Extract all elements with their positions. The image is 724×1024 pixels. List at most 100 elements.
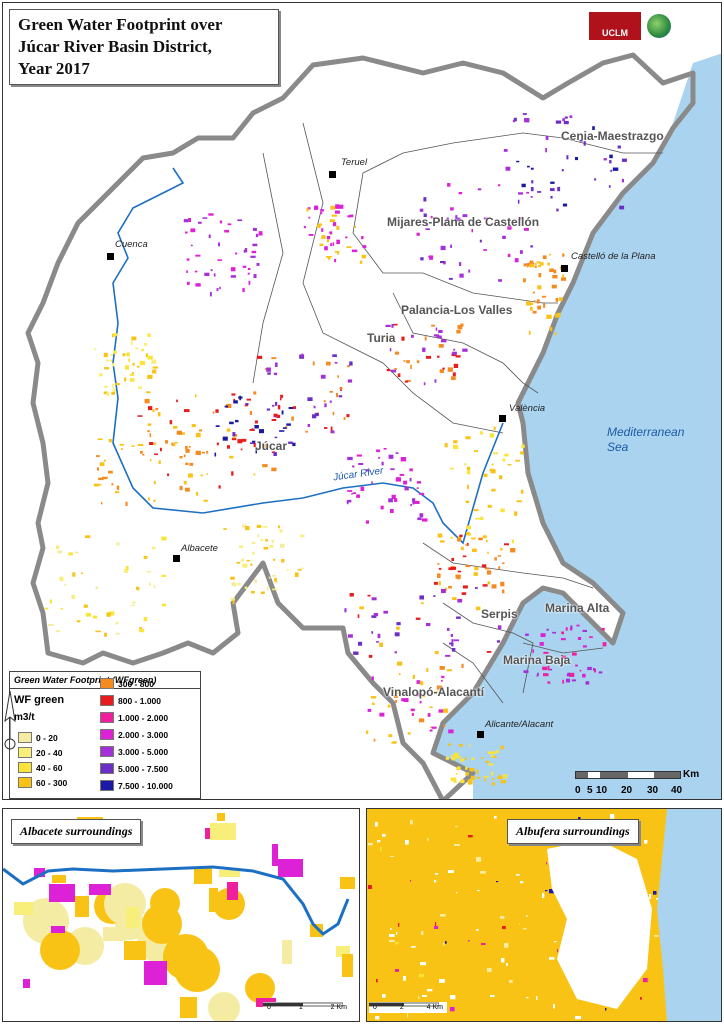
crop-patch [459,534,463,537]
crop-patch [430,215,433,219]
crop-patch [538,264,541,268]
field-parcel [411,946,416,948]
crop-patch [438,709,444,713]
logos: UCLM [589,11,711,41]
crop-patch [250,255,256,258]
crop-patch [439,666,445,670]
crop-patch [531,180,534,184]
inset-scale-label: 2 Km [330,1004,347,1011]
crop-patch [460,758,464,762]
field-parcel [427,838,429,841]
crop-patch [98,477,104,481]
crop-patch [465,565,471,568]
legend-swatch [18,732,32,743]
crop-patch [126,352,130,357]
crop-patch [418,718,425,723]
crop-patch [495,750,499,753]
crop-patch [416,232,420,236]
legend-item: 1.000 - 2.000 [100,712,168,723]
crop-patch [451,648,456,652]
crop-patch [330,430,335,434]
crop-patch [143,343,148,346]
crop-patch [371,676,374,681]
crop-patch [136,365,140,368]
field-parcel [477,890,480,892]
crop-patch [253,274,257,279]
crop-patch [167,473,170,477]
crop-patch [438,330,443,333]
inset-albufera[interactable]: Albufera surroundings 0 2 4 Km [366,808,722,1022]
crop-patch [592,126,595,130]
main-map[interactable]: Green Water Footprint over Júcar River B… [2,2,722,800]
crop-patch [338,395,343,398]
crop-patch [214,452,217,457]
crop-patch [44,607,49,610]
crop-patch [161,574,166,577]
crop-patch [419,208,424,212]
crop-patch [232,581,235,584]
crop-patch [301,567,304,570]
crop-patch [169,420,173,425]
crop-patch [453,444,459,450]
crop-patch [188,446,191,448]
crop-patch [125,367,129,370]
field-parcel [410,820,413,825]
crop-patch [240,448,243,451]
field-parcel [389,934,395,937]
crop-patch [365,469,370,472]
inset-scale-graphic [263,1002,343,1007]
crop-patch [218,242,220,247]
crop-patch [358,463,364,465]
crop-patch [531,302,534,305]
field-parcel [654,935,659,937]
crop-patch [502,776,508,779]
crop-patch [514,258,519,263]
inset-river [3,865,350,936]
crop-patch [423,382,426,386]
crop-patch [488,763,494,766]
crop-patch [563,120,569,125]
crop-patch [589,636,593,638]
crop-patch [255,233,259,238]
crop-patch [504,453,509,457]
scale-label: 10 [596,785,608,796]
crop-patch [497,555,501,557]
region-turia: Turia [367,331,396,345]
crop-patch [475,587,478,589]
legend-item: 5.000 - 7.500 [100,763,168,774]
crop-patch [482,584,488,587]
crop-patch [442,367,445,370]
crop-patch [286,423,291,426]
crop-patch [112,333,118,337]
crop-patch [130,604,135,607]
crop-patch [200,474,203,477]
inset-albacete[interactable]: Albacete surroundings 0 1 2 Km [2,808,360,1022]
crop-patch [251,250,257,254]
crop-patch [401,336,405,341]
crop-patch [320,374,326,379]
field-parcel [278,859,303,877]
crop-patch [195,283,201,287]
legend-label: 1.000 - 2.000 [118,712,169,723]
crop-patch [239,545,243,548]
crop-patch [106,612,111,617]
field-parcel [34,868,45,877]
crop-patch [96,455,100,457]
crop-patch [551,284,557,289]
inset-scale-label: 2 [399,1004,404,1011]
crop-patch [279,430,285,432]
crop-patch [383,610,388,614]
region-marina-alta: Marina Alta [545,601,610,615]
crop-patch [421,602,424,605]
field-parcel [342,954,353,977]
legend-item: 20 - 40 [18,747,62,758]
crop-patch [562,253,565,257]
crop-patch [116,542,120,546]
crop-patch [571,679,577,682]
crop-patch [241,438,247,442]
crop-patch [446,627,450,631]
crop-patch [547,681,550,684]
crop-patch [275,362,278,367]
crop-patch [337,251,339,255]
city-marker [561,265,568,272]
